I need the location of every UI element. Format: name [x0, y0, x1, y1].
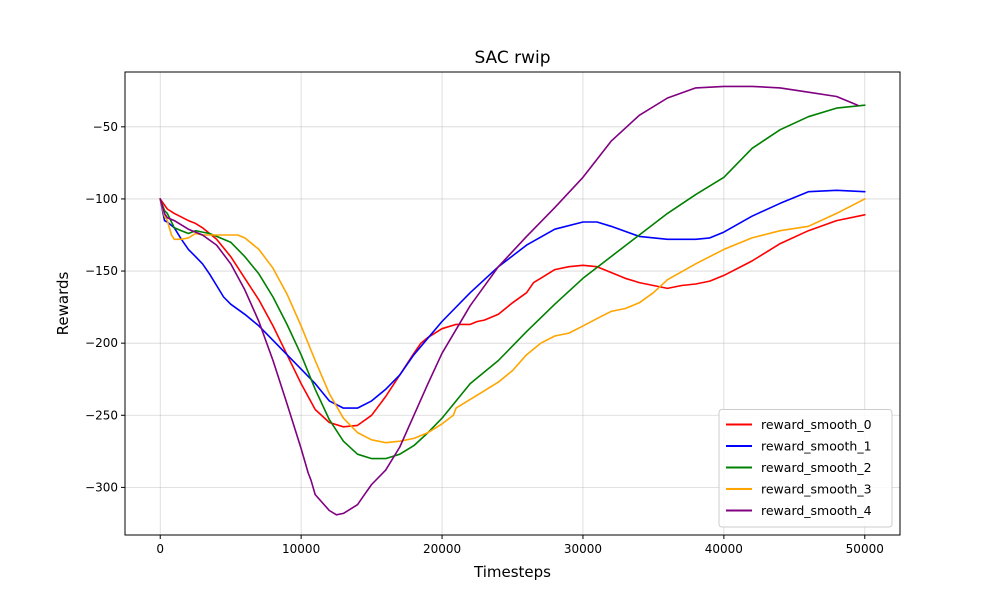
plot-frame: [124, 71, 901, 536]
chart-title: SAC rwip: [474, 48, 550, 68]
y-tick-label: −150: [85, 264, 118, 278]
x-axis-ticks: 0 10000 20000 30000 40000 50000: [156, 535, 884, 556]
y-tick-label: −200: [85, 336, 118, 350]
series-line-4: [159, 85, 859, 516]
legend-label-0: reward_smooth_0: [761, 417, 872, 432]
y-axis-ticks: −300 −250 −200 −150 −100 −50: [85, 120, 125, 494]
x-tick-label: 50000: [846, 542, 884, 556]
legend-label-3: reward_smooth_3: [761, 482, 872, 497]
legend-label-2: reward_smooth_2: [761, 460, 872, 475]
legend-label-1: reward_smooth_1: [761, 439, 872, 454]
x-axis-label: Timesteps: [473, 563, 551, 581]
y-tick-label: −50: [93, 120, 118, 134]
y-axis-label: Rewards: [54, 271, 72, 335]
legend: reward_smooth_0 reward_smooth_1 reward_smo…: [718, 409, 893, 528]
y-tick-label: −250: [85, 408, 118, 422]
x-tick-label: 20000: [423, 542, 461, 556]
series-line-2: [159, 104, 866, 460]
x-tick-label: 10000: [282, 542, 320, 556]
series-line-3: [159, 198, 866, 444]
grid-lines: [125, 72, 900, 535]
series-line-1: [159, 189, 866, 409]
legend-box: [718, 409, 893, 528]
x-tick-label: 40000: [705, 542, 743, 556]
legend-label-4: reward_smooth_4: [761, 503, 872, 518]
y-tick-label: −300: [85, 480, 118, 494]
series-lines: [159, 85, 866, 516]
series-line-0: [159, 198, 866, 428]
x-tick-label: 30000: [564, 542, 602, 556]
x-tick-label: 0: [156, 542, 164, 556]
y-tick-label: −100: [85, 192, 118, 206]
